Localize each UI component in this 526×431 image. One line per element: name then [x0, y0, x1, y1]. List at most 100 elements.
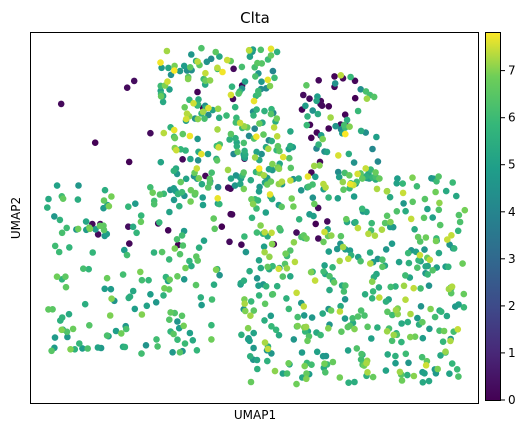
data-point — [326, 272, 333, 280]
data-point — [96, 222, 104, 230]
data-point — [303, 375, 310, 383]
data-point — [199, 201, 207, 209]
data-point — [369, 373, 377, 381]
data-point — [129, 223, 137, 231]
data-point — [444, 236, 451, 243]
data-point — [450, 245, 458, 252]
data-point — [273, 282, 281, 290]
data-point — [56, 216, 64, 224]
data-point — [342, 130, 349, 138]
data-point — [255, 188, 263, 195]
colorbar-ticks: 0 1 2 3 4 5 6 7 — [501, 64, 516, 407]
data-point — [137, 218, 145, 226]
data-point — [354, 313, 362, 320]
data-point — [240, 185, 248, 193]
data-point — [121, 246, 128, 254]
data-point — [383, 328, 391, 335]
data-point — [420, 214, 428, 222]
data-point — [368, 278, 376, 286]
data-point — [129, 287, 137, 295]
data-point — [143, 302, 151, 310]
data-point — [226, 238, 233, 246]
data-point — [306, 95, 313, 102]
data-point — [227, 91, 235, 99]
data-point — [173, 236, 181, 243]
data-point — [245, 132, 253, 140]
data-point — [270, 124, 278, 131]
data-point — [328, 232, 335, 239]
data-point — [295, 216, 303, 223]
data-point — [325, 325, 332, 332]
data-point — [386, 223, 394, 231]
data-point — [170, 330, 177, 338]
data-point — [400, 200, 407, 207]
data-point — [287, 128, 294, 135]
data-point — [161, 285, 168, 292]
data-point — [193, 165, 201, 172]
data-point — [337, 302, 344, 310]
data-point — [181, 340, 189, 347]
data-point — [268, 323, 275, 330]
data-point — [283, 265, 291, 272]
data-point — [283, 370, 291, 377]
data-point — [448, 283, 456, 291]
data-point — [178, 232, 186, 239]
data-point — [267, 110, 275, 118]
data-point — [273, 133, 281, 140]
data-point — [335, 152, 342, 159]
data-point — [170, 185, 178, 192]
data-point — [386, 193, 394, 201]
data-point — [371, 232, 379, 239]
data-point — [210, 215, 217, 222]
data-point — [195, 96, 202, 103]
data-point — [241, 78, 249, 85]
data-point — [108, 295, 115, 303]
data-point — [414, 314, 421, 322]
data-point — [267, 52, 275, 59]
data-point — [108, 193, 115, 200]
data-point — [186, 132, 194, 140]
data-point — [409, 198, 417, 206]
data-point — [219, 68, 226, 76]
x-axis-label: UMAP1 — [234, 408, 276, 422]
data-point — [166, 208, 173, 216]
data-point — [253, 365, 261, 373]
data-point — [266, 191, 274, 198]
data-point — [304, 337, 311, 345]
data-point — [188, 262, 195, 270]
data-point — [152, 299, 160, 306]
data-point — [429, 267, 437, 274]
data-point — [290, 203, 297, 210]
data-point — [455, 373, 462, 380]
data-point — [337, 232, 345, 240]
data-point — [293, 229, 300, 236]
data-point — [250, 307, 258, 314]
data-point — [399, 180, 407, 187]
data-point — [308, 314, 316, 321]
data-point — [84, 345, 91, 352]
data-point — [179, 130, 187, 138]
y-axis-label: UMAP2 — [9, 197, 23, 239]
data-point — [366, 249, 374, 256]
data-point — [295, 175, 303, 182]
data-point — [74, 196, 82, 203]
data-point — [362, 165, 370, 172]
data-point — [357, 127, 365, 135]
data-point — [320, 180, 327, 188]
data-point — [199, 194, 206, 201]
data-point — [206, 77, 214, 84]
data-point — [319, 135, 327, 143]
data-point — [301, 362, 309, 370]
data-point — [238, 63, 246, 71]
data-point — [232, 134, 239, 142]
data-point — [372, 169, 379, 176]
data-point — [287, 177, 294, 184]
data-point — [429, 214, 437, 221]
data-point — [198, 150, 205, 158]
data-point — [404, 371, 411, 379]
data-point — [194, 257, 201, 264]
data-point — [216, 53, 223, 60]
data-point — [351, 325, 358, 333]
data-point — [345, 255, 352, 263]
data-point — [327, 114, 334, 121]
